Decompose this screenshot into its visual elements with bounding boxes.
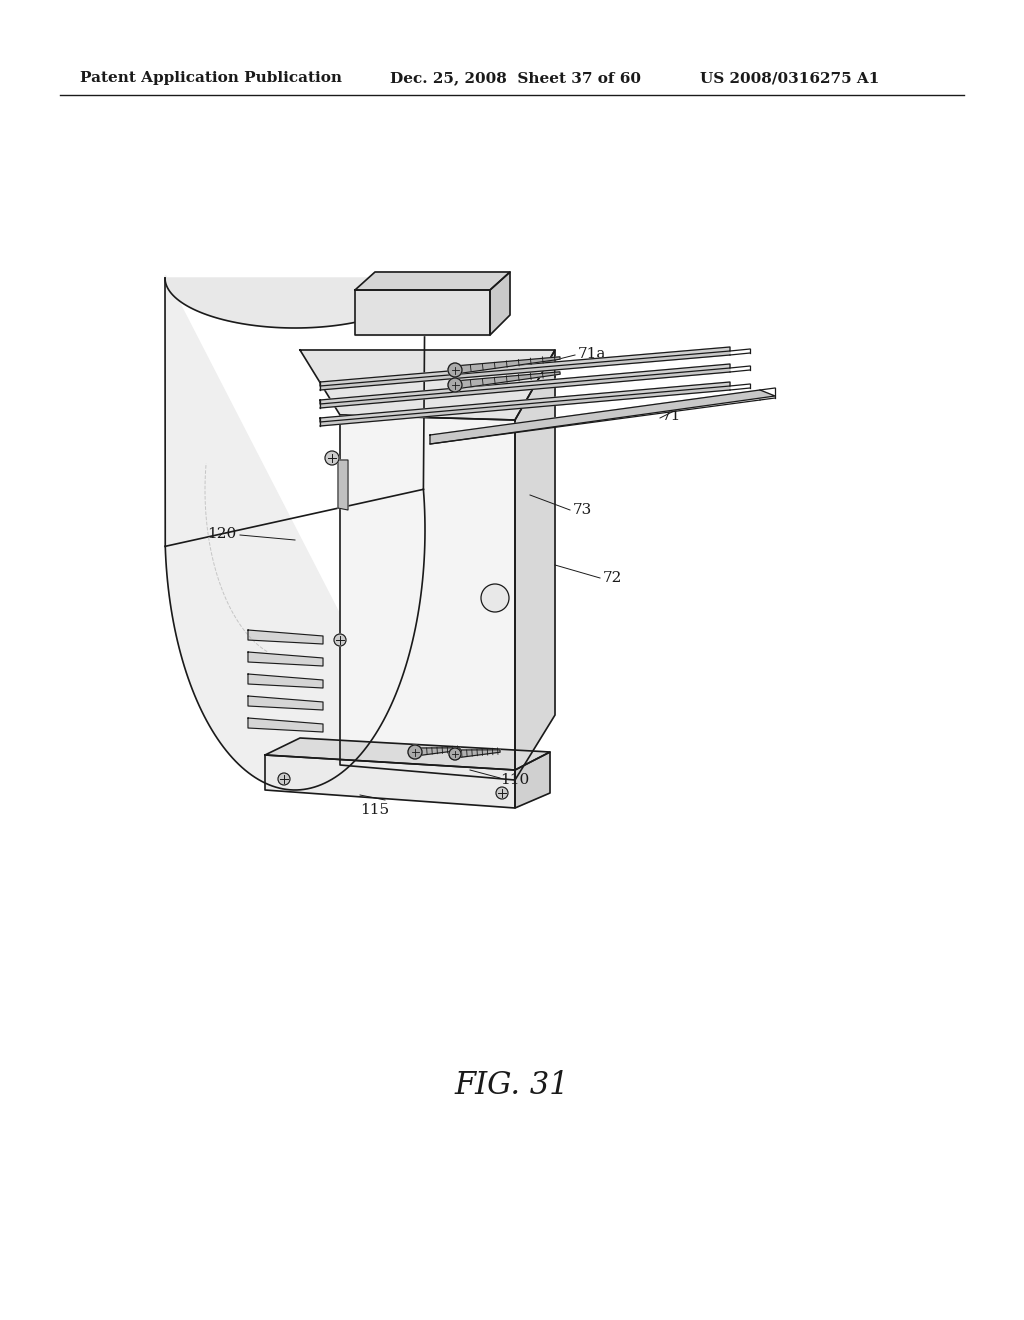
Polygon shape	[515, 350, 555, 780]
Circle shape	[449, 748, 461, 760]
Polygon shape	[319, 351, 730, 389]
Polygon shape	[455, 750, 500, 758]
Polygon shape	[515, 752, 550, 808]
Polygon shape	[319, 347, 730, 385]
Text: 71a: 71a	[578, 347, 606, 360]
Polygon shape	[455, 356, 560, 374]
Circle shape	[334, 634, 346, 645]
Polygon shape	[300, 350, 555, 420]
Polygon shape	[248, 675, 323, 688]
Circle shape	[278, 774, 290, 785]
Polygon shape	[355, 290, 490, 335]
Polygon shape	[338, 459, 348, 510]
Text: FIG. 31: FIG. 31	[455, 1069, 569, 1101]
Text: 72: 72	[603, 572, 623, 585]
Polygon shape	[430, 389, 775, 444]
Text: US 2008/0316275 A1: US 2008/0316275 A1	[700, 71, 880, 84]
Text: 115: 115	[360, 803, 389, 817]
Text: 120: 120	[207, 527, 236, 541]
Polygon shape	[248, 652, 323, 667]
Polygon shape	[248, 630, 323, 644]
Polygon shape	[319, 385, 730, 426]
Polygon shape	[165, 279, 425, 327]
Polygon shape	[265, 738, 550, 770]
Polygon shape	[319, 368, 730, 408]
Polygon shape	[265, 755, 515, 808]
Text: Dec. 25, 2008  Sheet 37 of 60: Dec. 25, 2008 Sheet 37 of 60	[390, 71, 641, 84]
Circle shape	[481, 583, 509, 612]
Text: 73: 73	[573, 503, 592, 517]
Polygon shape	[340, 414, 515, 780]
Polygon shape	[455, 372, 560, 389]
Polygon shape	[355, 272, 510, 290]
Polygon shape	[415, 748, 460, 756]
Circle shape	[325, 451, 339, 465]
Text: 110: 110	[501, 774, 529, 787]
Polygon shape	[319, 381, 730, 422]
Circle shape	[408, 744, 422, 759]
Polygon shape	[165, 275, 425, 789]
Circle shape	[496, 787, 508, 799]
Polygon shape	[248, 696, 323, 710]
Polygon shape	[248, 718, 323, 733]
Polygon shape	[490, 272, 510, 335]
Polygon shape	[319, 364, 730, 404]
Circle shape	[449, 378, 462, 392]
Circle shape	[449, 363, 462, 378]
Text: 71: 71	[662, 409, 681, 422]
Text: Patent Application Publication: Patent Application Publication	[80, 71, 342, 84]
